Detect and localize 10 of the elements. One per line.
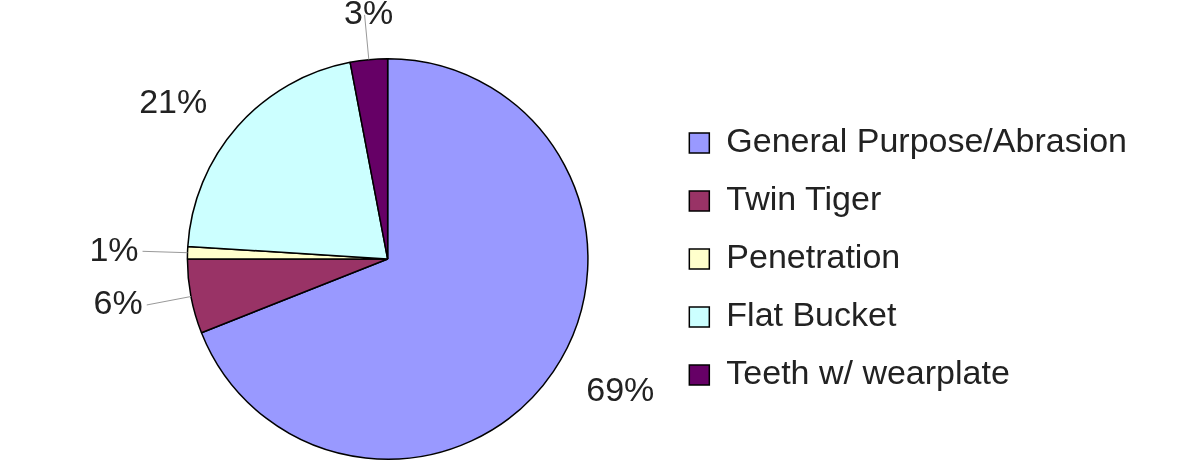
data-label: 21% — [139, 81, 208, 120]
data-label: 69% — [586, 369, 655, 408]
data-label: 1% — [89, 229, 139, 268]
legend-label: Flat Bucket — [726, 295, 897, 334]
legend-label: Penetration — [726, 237, 901, 276]
data-label: 6% — [93, 283, 143, 322]
data-label: 3% — [344, 0, 394, 32]
legend-label: Twin Tiger — [726, 179, 882, 218]
legend-label: Teeth w/ wearplate — [726, 353, 1010, 392]
legend-label: General Purpose/Abrasion — [726, 121, 1128, 160]
